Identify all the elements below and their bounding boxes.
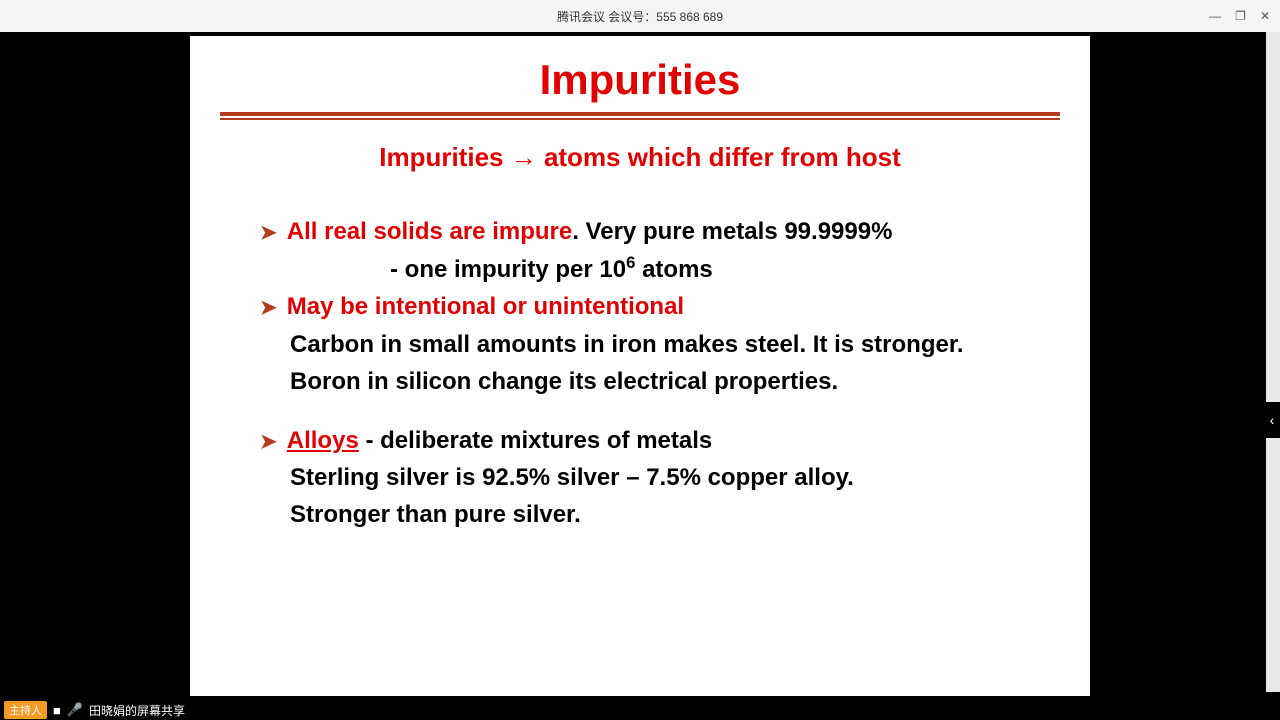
share-status-text: 田晓娟的屏幕共享 <box>89 702 185 719</box>
bullet-icon: ➤ <box>260 218 277 249</box>
minimize-button[interactable]: — <box>1209 10 1221 22</box>
b1-sub-sup: 6 <box>626 253 635 272</box>
bullet-2-line1: Carbon in small amounts in iron makes st… <box>260 326 1050 363</box>
subtitle-pre: Impurities <box>379 142 510 172</box>
bullet-2: ➤ May be intentional or unintentional <box>260 288 1050 325</box>
slide-subtitle: Impurities → atoms which differ from hos… <box>220 142 1060 173</box>
slide-title: Impurities <box>220 56 1060 104</box>
bullet-3-line1: Sterling silver is 92.5% silver – 7.5% c… <box>260 459 1050 496</box>
bullet-3: ➤ Alloys - deliberate mixtures of metals <box>260 422 1050 459</box>
presentation-viewer: Impurities Impurities → atoms which diff… <box>0 32 1280 720</box>
subtitle-arrow: → <box>511 142 537 172</box>
bullet-icon: ➤ <box>260 427 277 458</box>
bullet-1-highlight: All real solids are impure <box>287 218 572 245</box>
bullet-1-subline: - one impurity per 106 atoms <box>260 250 1050 288</box>
b1-sub-post: atoms <box>635 256 712 283</box>
scrollbar[interactable] <box>1266 32 1280 692</box>
mic-icon[interactable]: 🎤 <box>67 702 83 718</box>
window-controls: — ❐ ✕ <box>1209 0 1270 32</box>
bullet-1-text: . Very pure metals 99.9999% <box>572 218 892 245</box>
bullet-icon: ➤ <box>260 293 277 324</box>
b1-sub-pre: - one impurity per 10 <box>390 256 626 283</box>
window-title: 腾讯会议 会议号：555 868 689 <box>557 8 723 25</box>
host-badge: 主持人 <box>4 701 47 719</box>
bullet-3-line2: Stronger than pure silver. <box>260 496 1050 533</box>
subtitle-post: atoms which differ from host <box>537 142 901 172</box>
slide: Impurities Impurities → atoms which diff… <box>190 36 1090 696</box>
bullet-1: ➤ All real solids are impure. Very pure … <box>260 213 1050 250</box>
bullet-2-line2: Boron in silicon change its electrical p… <box>260 363 1050 400</box>
close-button[interactable]: ✕ <box>1260 10 1270 22</box>
bullet-2-highlight: May be intentional or unintentional <box>287 288 684 325</box>
video-icon[interactable]: ■ <box>53 703 61 718</box>
slide-content: ➤ All real solids are impure. Very pure … <box>220 213 1060 534</box>
bullet-3-text: - deliberate mixtures of metals <box>359 427 712 454</box>
bullet-3-highlight: Alloys <box>287 427 359 454</box>
expand-panel-button[interactable]: ‹ <box>1264 402 1280 438</box>
titlebar: 腾讯会议 会议号：555 868 689 — ❐ ✕ <box>0 0 1280 32</box>
status-bar: 主持人 ■ 🎤 田晓娟的屏幕共享 <box>0 700 185 720</box>
title-rule <box>220 112 1060 120</box>
maximize-button[interactable]: ❐ <box>1235 10 1246 22</box>
